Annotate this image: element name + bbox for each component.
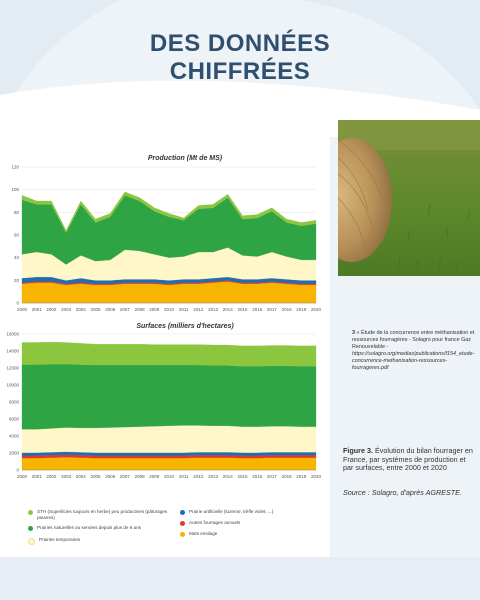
figure-source: Source : Solagro, d'après AGRESTE.: [343, 488, 462, 497]
legend-label-artificial: Prairie artificielle (luzerne, trèfle vi…: [189, 509, 274, 514]
x-tick-label: 2013: [208, 307, 219, 312]
production-chart-title: Production (Mt de MS): [147, 155, 223, 162]
x-tick-label: 2018: [282, 307, 293, 312]
y-tick-label: 120: [11, 165, 19, 170]
x-tick-label: 2015: [237, 474, 248, 479]
x-tick-label: 2006: [105, 307, 116, 312]
x-tick-label: 2018: [282, 474, 293, 479]
y-tick-label: 0: [16, 468, 19, 473]
hay-bale-image: [338, 120, 480, 276]
y-tick-label: 14000: [6, 349, 19, 354]
x-tick-label: 2016: [252, 474, 263, 479]
legend-label-sth: STH (Superficies toujours en herbe) peu …: [37, 509, 168, 520]
x-tick-label: 2017: [267, 474, 278, 479]
legend-swatch-maize: [180, 531, 185, 537]
x-tick-label: 2003: [61, 474, 72, 479]
x-tick-label: 2009: [149, 307, 160, 312]
x-tick-label: 2019: [296, 474, 307, 479]
x-tick-label: 2011: [179, 474, 189, 479]
legend-item-temporary: Prairies temporaires: [28, 537, 168, 545]
x-tick-label: 2004: [76, 307, 87, 312]
x-tick-label: 2019: [296, 307, 307, 312]
y-tick-label: 2000: [9, 451, 20, 456]
x-tick-label: 2005: [90, 307, 101, 312]
heading-line-2: CHIFFRÉES: [169, 58, 311, 85]
legend-item-natural: Prairies naturelles ou semées depuis plu…: [28, 525, 188, 531]
y-tick-label: 10000: [6, 383, 19, 388]
legend-item-artificial: Prairie artificielle (luzerne, trèfle vi…: [180, 509, 325, 515]
bottom-band: [0, 557, 480, 600]
production-chart: 0 20 40 60 80 100 120 2000 2001 2002 2003 2004 2005 2…: [11, 165, 322, 313]
legend-item-sth: STH (Superficies toujours en herbe) peu …: [28, 509, 168, 521]
footnote: 3 « Étude de la concurrence entre méthan…: [352, 330, 476, 372]
footnote-text: « Étude de la concurrence entre méthanis…: [352, 330, 475, 350]
x-tick-label: 2014: [223, 307, 234, 312]
x-tick-label: 2002: [46, 474, 57, 479]
x-tick-label: 2016: [252, 307, 263, 312]
x-tick-label: 2000: [17, 307, 28, 312]
legend-label-temporary: Prairies temporaires: [39, 537, 81, 542]
figure-caption-text: Évolution du bilan fourrager en France, …: [343, 446, 473, 472]
x-tick-label: 2020: [311, 307, 322, 312]
y-tick-label: 20: [14, 278, 20, 283]
x-tick-label: 2005: [90, 474, 101, 479]
x-tick-label: 2017: [267, 307, 278, 312]
x-tick-label: 2007: [120, 474, 131, 479]
heading-line-1: DES DONNÉES: [149, 30, 331, 57]
legend-swatch-annual: [180, 520, 185, 526]
x-tick-label: 2015: [237, 307, 248, 312]
x-tick-label: 2001: [32, 474, 43, 479]
area-temporary: [21, 425, 317, 453]
y-tick-label: 16000: [6, 332, 19, 337]
y-tick-label: 4000: [9, 434, 20, 439]
x-tick-label: 2012: [193, 474, 204, 479]
hay-bale-photo: [338, 120, 480, 276]
footnote-marker: 3: [352, 330, 355, 336]
legend-swatch-natural: [28, 525, 33, 531]
legend-swatch-temporary: [28, 537, 35, 545]
y-tick-label: 0: [16, 301, 19, 306]
area-maize: [21, 457, 317, 471]
x-tick-label: 2020: [311, 474, 322, 479]
surfaces-chart-title: Surfaces (milliers d'hectares): [136, 323, 234, 330]
area-sth: [21, 341, 317, 367]
x-tick-label: 2009: [149, 474, 160, 479]
x-tick-label: 2014: [223, 474, 234, 479]
legend-label-natural: Prairies naturelles ou semées depuis plu…: [37, 525, 141, 530]
area-sth: [21, 191, 317, 234]
legend-item-annual: Autres fourrages annuels: [180, 520, 325, 526]
x-tick-label: 2002: [46, 307, 57, 312]
y-tick-label: 12000: [6, 366, 19, 371]
y-tick-label: 6000: [9, 417, 20, 422]
figure-label: Figure 3.: [343, 446, 373, 455]
x-tick-label: 2001: [32, 307, 43, 312]
x-tick-label: 2008: [135, 474, 146, 479]
x-tick-label: 2008: [135, 307, 146, 312]
x-tick-label: 2004: [76, 474, 87, 479]
x-tick-label: 2000: [17, 474, 28, 479]
area-natural: [21, 364, 317, 430]
legend-swatch-artificial: [180, 509, 185, 515]
x-tick-label: 2013: [208, 474, 219, 479]
x-tick-label: 2007: [120, 307, 131, 312]
figure-caption: Figure 3. Évolution du bilan fourrager e…: [343, 446, 475, 473]
y-tick-label: 60: [14, 233, 20, 238]
page-heading: DES DONNÉES CHIFFRÉES: [0, 30, 480, 86]
y-tick-label: 40: [14, 255, 20, 260]
x-tick-label: 2011: [179, 307, 189, 312]
y-tick-label: 8000: [9, 400, 20, 405]
legend-label-annual: Autres fourrages annuels: [189, 520, 241, 525]
legend-label-maize: Maïs ensilage: [189, 531, 218, 536]
y-tick-label: 80: [14, 210, 20, 215]
x-tick-label: 2010: [164, 307, 175, 312]
y-tick-label: 100: [11, 187, 19, 192]
x-tick-label: 2010: [164, 474, 175, 479]
surfaces-chart: 0200040006000800010000120001400016000200…: [6, 332, 322, 480]
legend-item-maize: Maïs ensilage: [180, 531, 325, 537]
x-tick-label: 2003: [61, 307, 72, 312]
footnote-link[interactable]: https://solagro.org/medias/publications/…: [352, 351, 475, 371]
legend-swatch-sth: [28, 509, 33, 515]
x-tick-label: 2006: [105, 474, 116, 479]
x-tick-label: 2012: [193, 307, 204, 312]
